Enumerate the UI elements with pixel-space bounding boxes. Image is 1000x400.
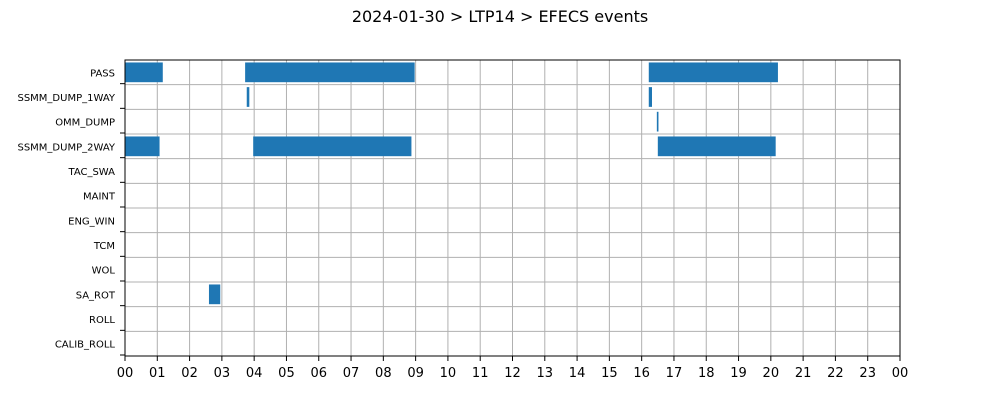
y-tick-label: OMM_DUMP — [55, 118, 115, 129]
event-bar — [656, 111, 659, 132]
x-tick-label: 18 — [698, 366, 715, 381]
x-tick-label: 06 — [310, 366, 327, 381]
y-tick-label: ENG_WIN — [68, 216, 115, 227]
x-tick-label: 03 — [214, 366, 231, 381]
event-bar — [125, 136, 160, 157]
x-tick-label: 10 — [440, 366, 457, 381]
y-tick-label: WOL — [92, 266, 116, 277]
x-tick-label: 08 — [375, 366, 392, 381]
x-tick-label: 16 — [633, 366, 650, 381]
x-tick-label: 01 — [149, 366, 166, 381]
x-tick-label: 07 — [343, 366, 360, 381]
x-axis-labels: 00 01 02 03 04 05 06 07 08 09 10 11 12 13 14 15 16 17 18 19… — [117, 356, 909, 381]
x-tick-label: 00 — [892, 366, 909, 381]
x-tick-label: 14 — [569, 366, 586, 381]
x-tick-label: 04 — [246, 366, 263, 381]
x-tick-label: 13 — [537, 366, 554, 381]
y-tick-label: PASS — [90, 68, 115, 79]
y-tick-label: SSMM_DUMP_2WAY — [17, 142, 115, 153]
event-bar — [648, 87, 652, 107]
chart-title: 2024-01-30 > LTP14 > EFECS events — [352, 7, 648, 26]
x-tick-label: 00 — [117, 366, 134, 381]
event-bar — [245, 62, 415, 83]
event-bars — [125, 62, 778, 305]
x-tick-label: 09 — [407, 366, 424, 381]
y-tick-label: TAC_SWA — [67, 167, 115, 178]
x-tick-label: 21 — [795, 366, 812, 381]
x-tick-label: 20 — [763, 366, 780, 381]
x-tick-label: 17 — [666, 366, 683, 381]
grid — [124, 60, 901, 356]
y-tick-label: SSMM_DUMP_1WAY — [17, 93, 115, 104]
y-tick-label: MAINT — [83, 192, 116, 203]
y-tick-label: ROLL — [89, 315, 115, 326]
plot-frame — [124, 59, 901, 357]
y-tick-label: TCM — [93, 241, 115, 252]
y-axis-labels: PASS SSMM_DUMP_1WAY OMM_DUMP SSMM_DUMP_2WAY… — [17, 68, 125, 356]
event-bar — [648, 62, 778, 83]
x-tick-label: 05 — [278, 366, 295, 381]
event-bar — [125, 62, 163, 83]
event-bar — [208, 284, 221, 305]
x-tick-label: 02 — [181, 366, 198, 381]
y-tick-label: CALIB_ROLL — [55, 340, 116, 351]
event-bar — [246, 87, 250, 107]
x-tick-label: 12 — [504, 366, 521, 381]
x-tick-label: 19 — [730, 366, 747, 381]
x-tick-label: 22 — [827, 366, 844, 381]
x-tick-label: 23 — [859, 366, 876, 381]
x-tick-label: 15 — [601, 366, 618, 381]
event-bar — [253, 136, 412, 157]
y-tick-label: SA_ROT — [76, 290, 116, 301]
event-bar — [657, 136, 776, 157]
x-tick-label: 11 — [472, 366, 489, 381]
